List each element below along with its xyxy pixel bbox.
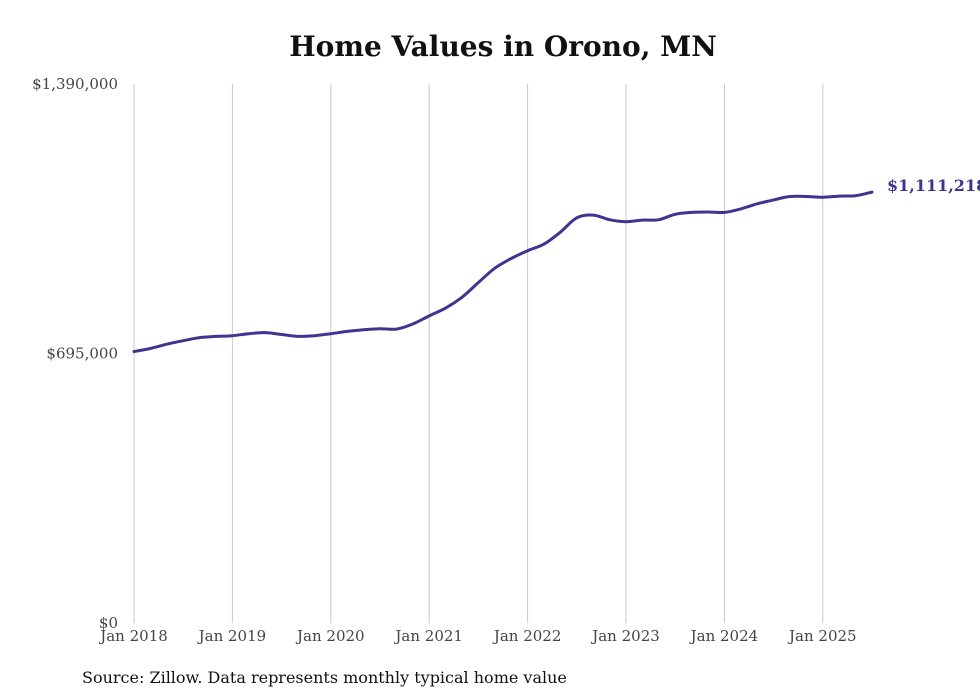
x-tick-label: Jan 2019 [197, 627, 267, 645]
line-chart: $0$695,000$1,390,000 Jan 2018 Jan 2019 Jan… [32, 75, 980, 645]
series-line-layer [132, 190, 874, 354]
y-tick-label: $1,390,000 [32, 75, 118, 93]
x-axis-ticks: Jan 2018 Jan 2019 Jan 2020 Jan 2021 Jan 2022… [98, 627, 856, 645]
x-tick-label: Jan 2023 [590, 627, 660, 645]
y-axis-ticks: $0 $695,000 $1,390,000 [32, 75, 118, 632]
chart-title: Home Values in Orono, MN [289, 30, 717, 63]
gridlines [133, 84, 824, 623]
x-tick-label: Jan 2022 [492, 627, 562, 645]
end-value-label-layer: $1,111,218 [887, 176, 980, 195]
home-value-line [132, 190, 874, 354]
source-note: Source: Zillow. Data represents monthly … [82, 668, 567, 687]
x-tick-label: Jan 2020 [295, 627, 365, 645]
y-tick-label: $695,000 [46, 345, 118, 363]
x-tick-label: Jan 2025 [787, 627, 857, 645]
x-tick-label: Jan 2021 [393, 627, 463, 645]
x-tick-label: Jan 2024 [689, 627, 759, 645]
x-tick-label: Jan 2018 [98, 627, 168, 645]
end-value-label: $1,111,218 [887, 176, 980, 195]
y-tick-label: $0 [99, 614, 118, 632]
